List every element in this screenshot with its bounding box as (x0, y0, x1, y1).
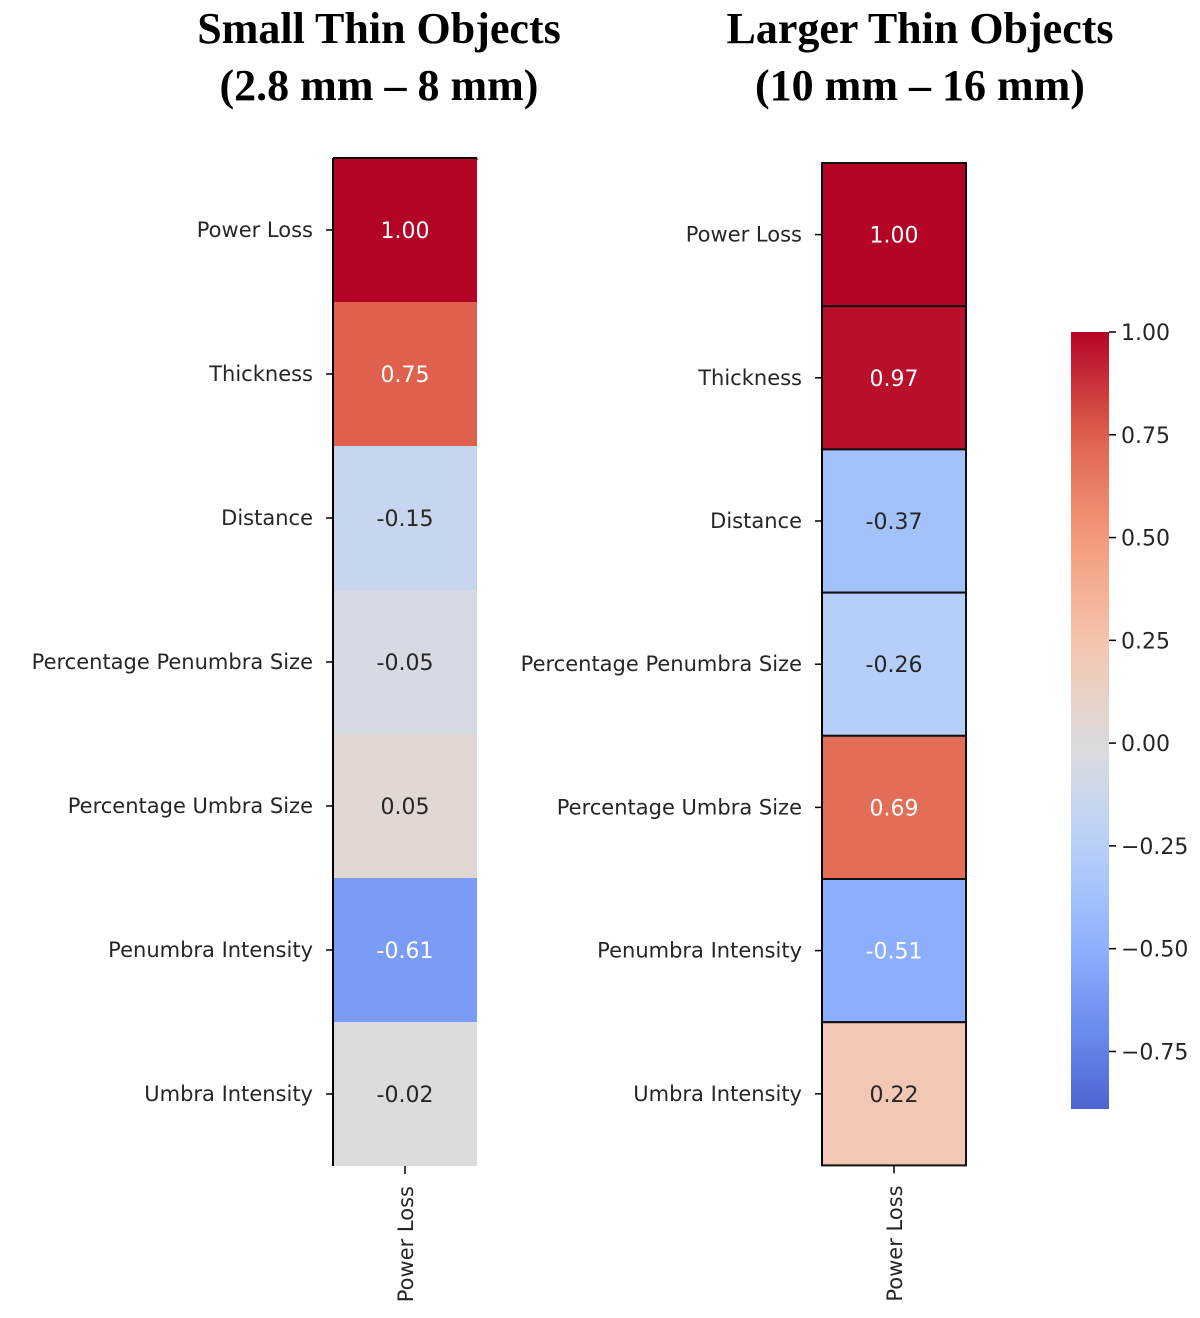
right-panel-title: Larger Thin Objects (10 mm – 16 mm) (660, 0, 1180, 114)
heatmap-cell (333, 446, 477, 590)
heatmap-cell (821, 878, 967, 1024)
row-label: Distance (710, 509, 802, 533)
cell-value-label: 0.69 (870, 796, 919, 821)
cell-value-label: 0.22 (870, 1083, 919, 1108)
colorbar-tick-label: 0.25 (1121, 629, 1170, 654)
right-title-line2: (10 mm – 16 mm) (755, 61, 1085, 110)
heatmap-cell (333, 590, 477, 734)
row-label: Umbra Intensity (144, 1082, 313, 1106)
left-title-line1: Small Thin Objects (197, 4, 561, 53)
row-label: Penumbra Intensity (108, 938, 313, 962)
heatmap-cell (821, 1021, 967, 1167)
cell-value-label: 1.00 (381, 219, 430, 244)
colorbar-tick-label: 0.50 (1121, 527, 1170, 552)
cell-value-label: 0.75 (381, 363, 430, 388)
cell-value-label: -0.51 (866, 940, 923, 965)
row-label: Thickness (697, 366, 802, 390)
heatmap-cell (821, 448, 967, 594)
cell-value-label: 0.97 (870, 367, 919, 392)
heatmap-cell (821, 734, 967, 880)
heatmap-cell (333, 878, 477, 1022)
heatmap-cell (333, 302, 477, 446)
colorbar-tick-label: −0.25 (1121, 835, 1188, 860)
row-label: Percentage Umbra Size (557, 795, 802, 819)
cell-value-label: 0.05 (381, 795, 430, 820)
colorbar-tick-label: −0.75 (1121, 1040, 1188, 1065)
cell-value-label: -0.15 (377, 507, 434, 532)
row-label: Percentage Penumbra Size (32, 650, 313, 674)
row-label: Power Loss (686, 223, 802, 247)
heatmap-cell (821, 162, 967, 308)
row-label: Penumbra Intensity (597, 939, 802, 963)
colorbar-gradient (1071, 332, 1109, 1109)
left-heatmap: 1.00 Power Loss 0.75 Thickness -0.15 Distance… (32, 157, 478, 1302)
colorbar-tick-label: 0.00 (1121, 732, 1170, 757)
column-label: Power Loss (394, 1186, 418, 1302)
cell-value-label: -0.02 (377, 1083, 434, 1108)
row-label: Percentage Penumbra Size (521, 652, 802, 676)
cell-value-label: -0.26 (866, 653, 923, 678)
colorbar: 1.00 0.75 0.50 0.25 0.00 −0.25 −0.50 −0.75 (1071, 321, 1188, 1109)
colorbar-tick-label: 0.75 (1121, 424, 1170, 449)
left-title-line2: (2.8 mm – 8 mm) (219, 61, 539, 110)
row-label: Thickness (208, 362, 313, 386)
heatmap-cell (333, 734, 477, 878)
heatmap-cell (333, 158, 477, 302)
cell-value-label: -0.37 (866, 510, 923, 535)
colorbar-tick-label: −0.50 (1121, 938, 1188, 963)
row-label: Percentage Umbra Size (68, 794, 313, 818)
column-label: Power Loss (883, 1185, 907, 1301)
heatmap-cell (333, 1022, 477, 1166)
row-label: Umbra Intensity (633, 1082, 802, 1106)
right-title-line1: Larger Thin Objects (726, 4, 1114, 53)
cell-value-label: -0.05 (377, 651, 434, 676)
row-label: Power Loss (197, 218, 313, 242)
left-panel-title: Small Thin Objects (2.8 mm – 8 mm) (119, 0, 639, 114)
colorbar-tick-label: 1.00 (1121, 321, 1170, 346)
right-heatmap: 1.00 Power Loss 0.97 Thickness -0.37 Distance… (521, 162, 967, 1302)
cell-value-label: -0.61 (377, 939, 434, 964)
row-label: Distance (221, 506, 313, 530)
cell-value-label: 1.00 (870, 224, 919, 249)
heatmap-cell (821, 305, 967, 451)
